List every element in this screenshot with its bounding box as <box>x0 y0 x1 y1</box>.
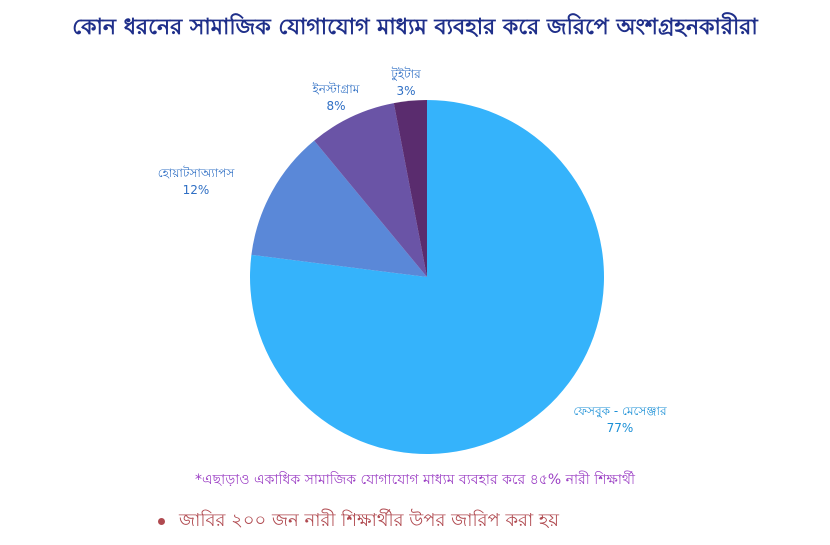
source-text: জাবির ২০০ জন নারী শিক্ষার্থীর উপর জারিপ … <box>179 510 559 531</box>
slice-value-label: 12% <box>183 183 210 197</box>
footnote: *এছাড়াও একাধিক সামাজিক যোগাযোগ মাধ্যম ব… <box>195 472 635 488</box>
pie-slice <box>251 140 427 277</box>
slice-label: হোয়াটসাঅ্যাপস <box>158 166 236 180</box>
bullet-icon <box>158 517 165 525</box>
slice-value-label: 3% <box>396 84 415 98</box>
slice-value-label: 77% <box>607 421 634 435</box>
pie-slice <box>314 103 427 277</box>
pie-slice <box>250 100 605 454</box>
pie-slice <box>393 100 427 277</box>
slice-label: ফেসবুক - মেসেঞ্জার <box>573 404 667 419</box>
slice-label: টুইটার <box>390 67 421 82</box>
slice-label: ইনস্টাগ্রাম <box>312 82 360 96</box>
slice-value-label: 8% <box>326 99 345 113</box>
source-note: জাবির ২০০ জন নারী শিক্ষার্থীর উপর জারিপ … <box>158 506 559 537</box>
chart-title: কোন ধরনের সামাজিক যোগাযোগ মাধ্যম ব্যবহার… <box>72 15 758 40</box>
